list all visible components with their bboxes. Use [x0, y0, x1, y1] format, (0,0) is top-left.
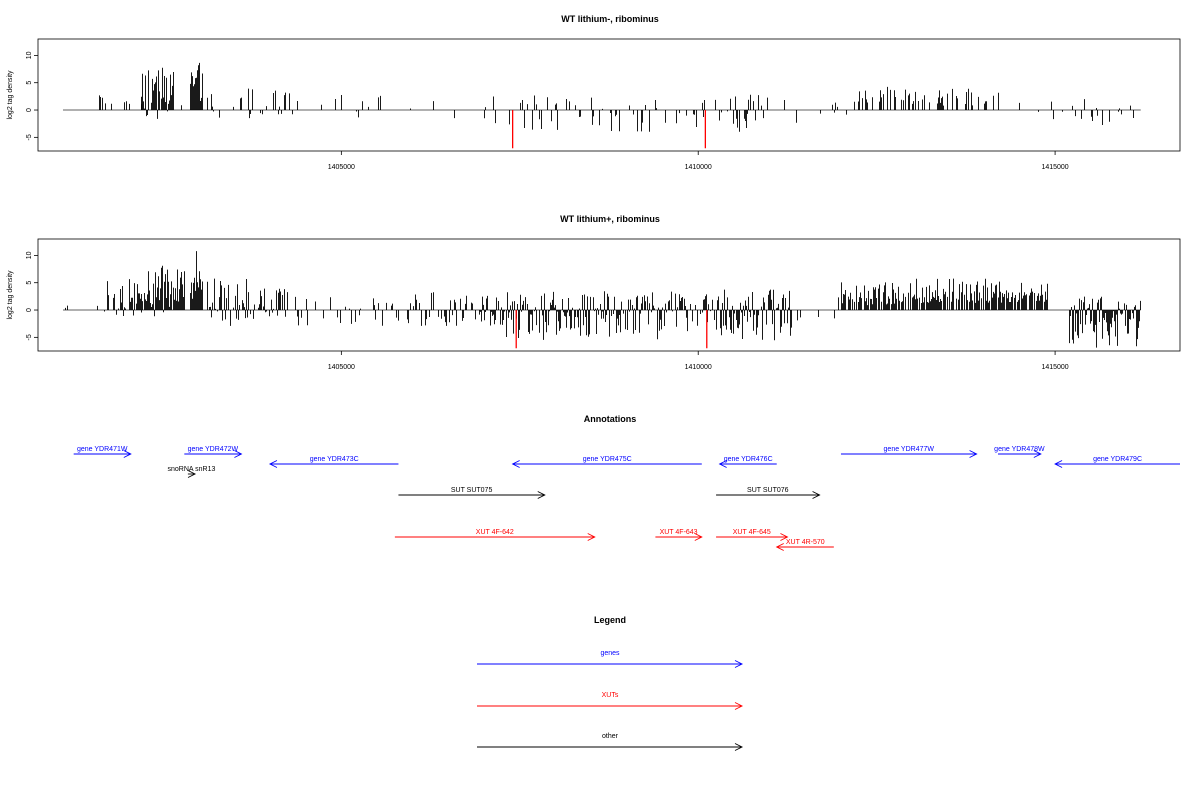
feature-label: snoRNA snR13 — [168, 466, 216, 473]
track-panel-lithium-minus: WT lithium-, ribominus log2 tag density … — [7, 14, 1181, 171]
annotation-gene-ydr475c: gene YDR475C — [511, 456, 702, 468]
legend: Legend genes XUTs other — [477, 615, 744, 751]
arrow-head — [718, 460, 727, 468]
legend-entry-xuts: XUTs — [477, 692, 744, 710]
arrow-head — [123, 450, 132, 458]
annotation-xut-4r-570: XUT 4R-570 — [775, 539, 834, 551]
feature-label: gene YDR476C — [724, 456, 773, 463]
y-axis: -5 0 5 10 — [26, 51, 38, 140]
arrow-head — [1033, 450, 1042, 458]
x-tick-label: 1405000 — [328, 164, 355, 171]
feature-label: gene YDR471W — [77, 446, 128, 453]
y-tick-label: -5 — [26, 334, 33, 340]
legend-entry-genes: genes — [477, 650, 744, 668]
x-tick-label: 1410000 — [685, 364, 712, 371]
annotation-xut-4f-645: XUT 4F-645 — [716, 529, 789, 541]
y-axis: -5 0 5 10 — [26, 251, 38, 340]
feature-label: SUT SUT075 — [451, 487, 493, 494]
annotation-xut-4f-642: XUT 4F-642 — [394, 529, 596, 541]
annotation-gene-ydr477w: gene YDR477W — [840, 446, 978, 458]
legend-label: genes — [600, 650, 620, 657]
annotation-track: Annotations gene YDR471W gene YDR472W snoR… — [73, 414, 1180, 551]
arrow-head — [694, 533, 703, 541]
arrow-head — [537, 491, 546, 499]
y-tick-label: 0 — [26, 308, 33, 312]
annotation-snorna-snr13: snoRNA snR13 — [168, 466, 216, 478]
arrow-head — [511, 460, 520, 468]
annotation-sut-sut076: SUT SUT076 — [716, 487, 821, 499]
annotation-gene-ydr472w: gene YDR472W — [184, 446, 243, 458]
arrow-head — [969, 450, 978, 458]
legend-entries: genes XUTs other — [477, 650, 744, 751]
feature-label: gene YDR478W — [994, 446, 1045, 453]
feature-label: XUT 4F-642 — [476, 529, 514, 536]
annotation-gene-ydr478w: gene YDR478W — [994, 446, 1045, 458]
y-tick-label: 10 — [26, 251, 33, 259]
arrow-head — [734, 702, 744, 710]
legend-title: Legend — [594, 615, 626, 625]
y-tick-label: 10 — [26, 51, 33, 59]
y-tick-label: -5 — [26, 134, 33, 140]
arrow-head — [268, 460, 278, 468]
feature-label: SUT SUT076 — [747, 487, 789, 494]
panel-title: WT lithium+, ribominus — [560, 214, 660, 224]
feature-label: gene YDR477W — [884, 446, 935, 453]
arrow-head — [587, 533, 596, 541]
y-tick-label: 5 — [26, 81, 33, 85]
arrow-head — [734, 743, 744, 751]
annotation-gene-ydr479c: gene YDR479C — [1054, 456, 1180, 468]
annotation-gene-ydr471w: gene YDR471W — [73, 446, 132, 458]
arrow-head — [234, 450, 243, 458]
density-bars — [65, 251, 1141, 349]
density-bars — [99, 62, 1134, 149]
feature-label: XUT 4F-643 — [660, 529, 698, 536]
y-tick-label: 5 — [26, 281, 33, 285]
feature-label: XUT 4R-570 — [786, 539, 825, 546]
feature-label: gene YDR475C — [583, 456, 632, 463]
x-tick-label: 1415000 — [1041, 164, 1068, 171]
annotation-gene-ydr476c: gene YDR476C — [718, 456, 777, 468]
annotation-sut-sut075: SUT SUT075 — [398, 487, 546, 499]
legend-entry-other: other — [477, 733, 744, 751]
x-tick-label: 1415000 — [1041, 364, 1068, 371]
x-tick-label: 1410000 — [685, 164, 712, 171]
x-axis: 1405000 1410000 1415000 — [328, 151, 1069, 171]
feature-label: gene YDR473C — [310, 456, 359, 463]
feature-label: XUT 4F-645 — [733, 529, 771, 536]
legend-label: other — [602, 733, 619, 740]
panel-title: WT lithium-, ribominus — [561, 14, 659, 24]
feature-label: gene YDR479C — [1093, 456, 1142, 463]
arrow-head — [187, 470, 197, 478]
y-axis-label: log2 tag density — [7, 270, 14, 320]
x-axis: 1405000 1410000 1415000 — [328, 351, 1069, 371]
annotations-title: Annotations — [584, 414, 637, 424]
plot-frame — [37, 38, 1181, 152]
plot-frame — [37, 238, 1181, 352]
x-tick-label: 1405000 — [328, 364, 355, 371]
y-axis-label: log2 tag density — [7, 70, 14, 120]
annotation-gene-ydr473c: gene YDR473C — [268, 456, 399, 468]
arrow-head — [1054, 460, 1063, 468]
arrow-head — [812, 491, 821, 499]
annotation-xut-4f-643: XUT 4F-643 — [655, 529, 703, 541]
annotation-features: gene YDR471W gene YDR472W snoRNA snR13 gene… — [73, 446, 1180, 551]
arrow-head — [775, 543, 784, 551]
arrow-head — [780, 533, 789, 541]
arrow-head — [734, 660, 744, 668]
legend-label: XUTs — [602, 692, 619, 699]
feature-label: gene YDR472W — [188, 446, 239, 453]
y-tick-label: 0 — [26, 108, 33, 112]
track-panel-lithium-plus: WT lithium+, ribominus log2 tag density … — [7, 214, 1181, 371]
